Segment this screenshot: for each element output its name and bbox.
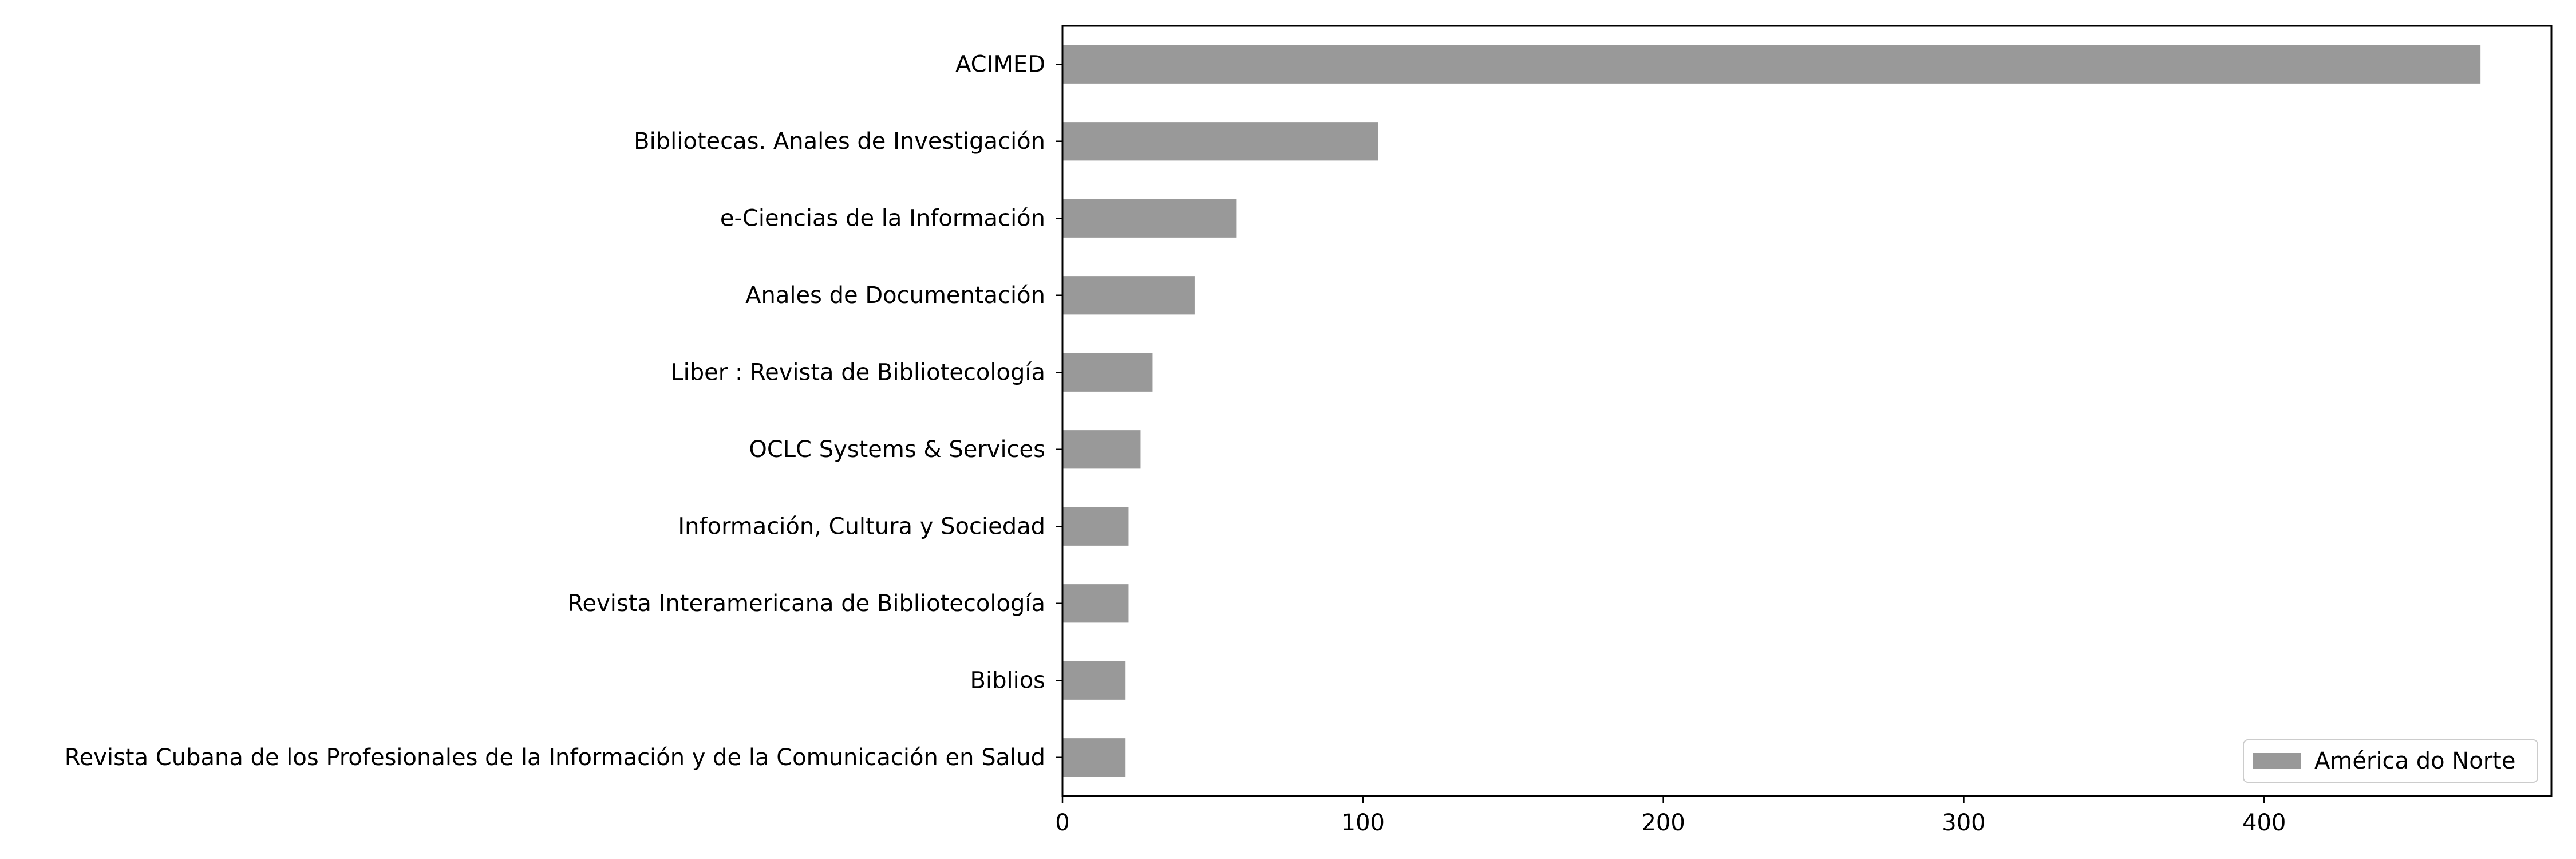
x-tick-label: 300 bbox=[1942, 810, 1985, 836]
y-tick-label: Revista Cubana de los Profesionales de l… bbox=[65, 744, 1045, 771]
bar bbox=[1062, 353, 1153, 392]
bar bbox=[1062, 430, 1141, 469]
bar bbox=[1062, 199, 1237, 238]
y-tick-label: ACIMED bbox=[955, 51, 1045, 77]
legend-swatch bbox=[2253, 753, 2301, 769]
y-tick-label: Información, Cultura y Sociedad bbox=[678, 513, 1045, 539]
y-tick-label: Liber : Revista de Bibliotecología bbox=[670, 359, 1045, 385]
x-tick-label: 100 bbox=[1341, 810, 1385, 836]
bar bbox=[1062, 276, 1195, 315]
bar bbox=[1062, 507, 1129, 546]
legend: América do Norte bbox=[2243, 739, 2538, 783]
y-tick-label: Anales de Documentación bbox=[745, 282, 1045, 309]
legend-label: América do Norte bbox=[2314, 748, 2515, 774]
x-tick-label: 400 bbox=[2242, 810, 2286, 836]
y-tick-labels: ACIMED Bibliotecas. Anales de Investigaci… bbox=[65, 51, 1062, 771]
x-ticks: 0 100 200 300 400 bbox=[1055, 796, 2286, 836]
y-tick-label: Bibliotecas. Anales de Investigación bbox=[634, 128, 1045, 155]
y-tick-label: e-Ciencias de la Información bbox=[720, 205, 1045, 231]
bar bbox=[1062, 45, 2481, 84]
bar bbox=[1062, 584, 1129, 623]
axes-frame bbox=[1061, 25, 2553, 797]
x-tick-label: 200 bbox=[1641, 810, 1685, 836]
y-tick-label: OCLC Systems & Services bbox=[749, 436, 1045, 463]
bar bbox=[1062, 738, 1126, 777]
bars-group bbox=[1062, 45, 2481, 777]
legend-box bbox=[2243, 739, 2538, 783]
y-tick-label: Biblios bbox=[970, 667, 1045, 693]
y-tick-label: Revista Interamericana de Bibliotecologí… bbox=[568, 590, 1045, 617]
x-tick-label: 0 bbox=[1055, 810, 1069, 836]
bar bbox=[1062, 122, 1378, 161]
bar bbox=[1062, 661, 1126, 700]
